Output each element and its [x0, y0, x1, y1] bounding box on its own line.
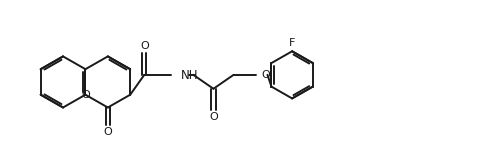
Text: O: O — [209, 112, 218, 122]
Text: F: F — [289, 38, 295, 48]
Text: O: O — [104, 127, 112, 137]
Text: O: O — [261, 70, 270, 80]
Text: NH: NH — [181, 69, 198, 82]
Text: O: O — [140, 41, 149, 51]
Text: O: O — [81, 90, 90, 100]
